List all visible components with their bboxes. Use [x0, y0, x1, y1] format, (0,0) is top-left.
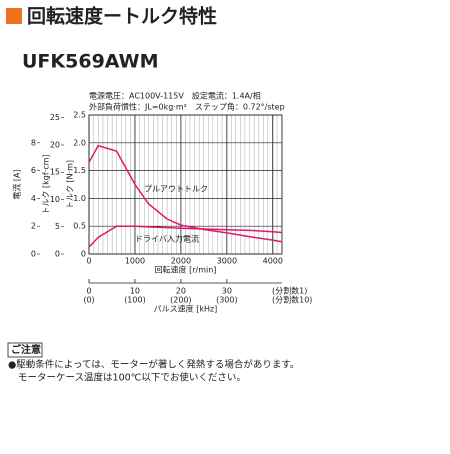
series-line — [88, 144, 283, 243]
y3-tick-label: 0 — [31, 250, 36, 259]
note-box — [7, 342, 43, 358]
pulse-tick-label: (200) — [170, 296, 192, 305]
y2-tick-label: 5 — [55, 222, 60, 231]
y-tick-label: 0.5 — [73, 222, 86, 231]
condition: 外部負荷慣性：JL=0kg·m² ステップ角：0.72°/step — [89, 102, 285, 112]
y-tick-label: 1.5 — [73, 166, 86, 175]
model-name: UFK569AWM — [22, 51, 159, 73]
y3-tick-label: 4 — [31, 194, 36, 203]
pulse-tick-label: 10 — [130, 287, 140, 296]
note-heading: ご注意 — [11, 343, 41, 356]
x-tick-label: 2000 — [171, 257, 191, 266]
y-tick-label: 1.0 — [73, 194, 86, 203]
pulse-tick-label: (100) — [124, 296, 146, 305]
y2-axis-label: トルク [kgf·cm] — [42, 154, 51, 214]
y2-tick-label: 20 — [50, 140, 60, 149]
x-tick-label: 0 — [86, 257, 91, 266]
series-label: プルアウトトルク — [144, 185, 208, 194]
x-tick-label: 3000 — [217, 257, 237, 266]
title-marker — [6, 8, 22, 24]
note-line: ●駆動条件によっては、モーターが著しく発熱する場合があります。 — [8, 359, 299, 371]
pulse-tick-label: (300) — [216, 296, 238, 305]
pulse-tick-label: 20 — [176, 287, 186, 296]
note-line: モーターケース温度は100℃以下でお使いください。 — [18, 372, 246, 384]
x-tick-label: 4000 — [263, 257, 283, 266]
y-tick-label: 2.0 — [73, 138, 86, 147]
y2-tick-label: 10 — [50, 195, 60, 204]
y-tick-label: 2.5 — [73, 111, 86, 120]
y3-axis-label: 電流 [A] — [12, 169, 22, 199]
pulse-axis-label: パルス速度 [kHz] — [154, 304, 218, 314]
y-tick-label: 0 — [81, 250, 86, 259]
page-title: 回転速度ートルク特性 — [27, 5, 217, 28]
pulse-tick-label: 0 — [86, 287, 91, 296]
pulse-tick-label: (0) — [83, 296, 94, 305]
y2-tick-label: 25 — [50, 113, 60, 122]
division-label: (分割数10) — [272, 295, 312, 305]
y3-tick-label: 8 — [31, 138, 36, 147]
division-label: (分割数1) — [272, 286, 307, 296]
series-label: ドライバ入力電流 — [135, 234, 199, 244]
condition: 電源電圧：AC100V-115V 設定電流：1.4A/相 — [89, 91, 261, 101]
pulse-tick-label: 30 — [222, 287, 232, 296]
x-axis-label: 回転速度 [r/min] — [155, 265, 217, 275]
y2-tick-label: 15 — [50, 168, 60, 177]
series-line — [88, 225, 283, 248]
y3-tick-label: 2 — [31, 222, 36, 231]
y3-tick-label: 6 — [31, 166, 36, 175]
y2-tick-label: 0 — [55, 250, 60, 259]
y-axis-label: トルク [N·m] — [66, 160, 75, 209]
x-tick-label: 1000 — [125, 257, 145, 266]
